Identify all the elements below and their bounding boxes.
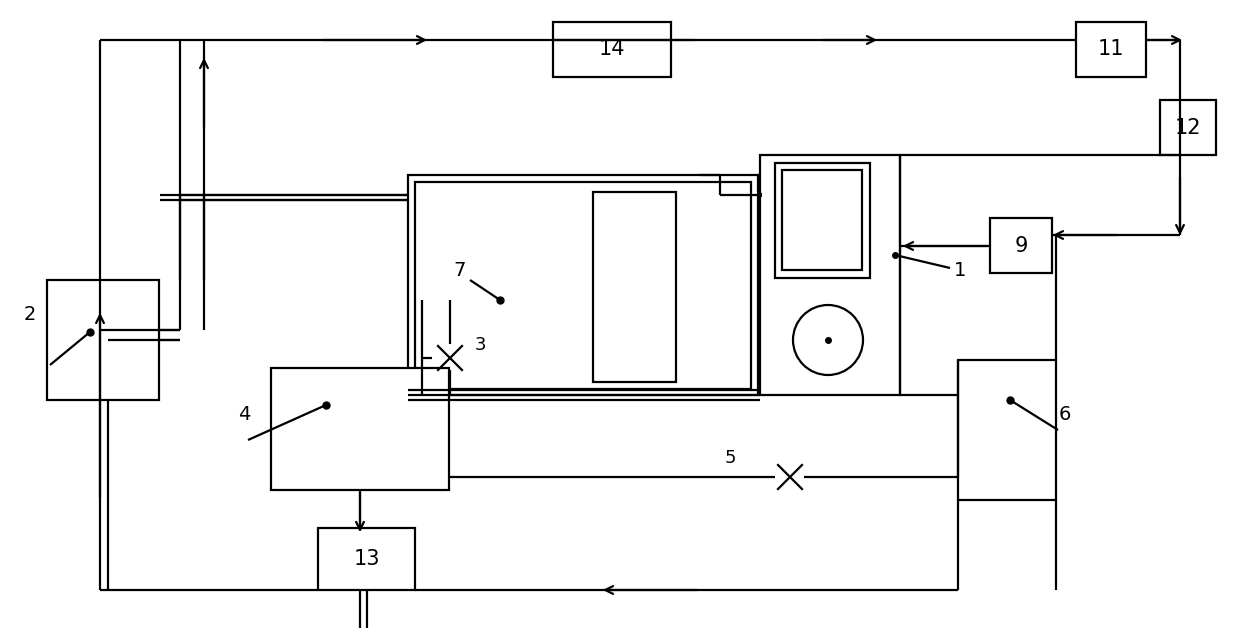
Bar [415,182,751,389]
Bar [760,155,900,395]
Bar [47,280,159,400]
Text: 9: 9 [1014,236,1028,256]
Bar [959,360,1056,500]
Text: 7: 7 [454,261,466,279]
Text: 5: 5 [724,449,735,467]
Bar [272,368,449,490]
Text: 1: 1 [954,261,966,279]
Text: 6: 6 [1059,406,1071,424]
Text: 2: 2 [24,305,36,324]
Text: 11: 11 [1097,39,1125,59]
Text: 13: 13 [353,549,381,569]
Text: 4: 4 [238,406,250,424]
Bar [593,192,676,382]
Bar [317,528,415,590]
Text: 12: 12 [1174,118,1202,138]
Bar [408,175,758,395]
Bar [775,163,870,278]
Bar [1076,22,1146,77]
Bar [782,170,862,270]
Bar [990,218,1052,273]
Text: 3: 3 [474,336,486,354]
Bar [553,22,671,77]
Text: 14: 14 [599,39,625,59]
Bar [1159,100,1216,155]
